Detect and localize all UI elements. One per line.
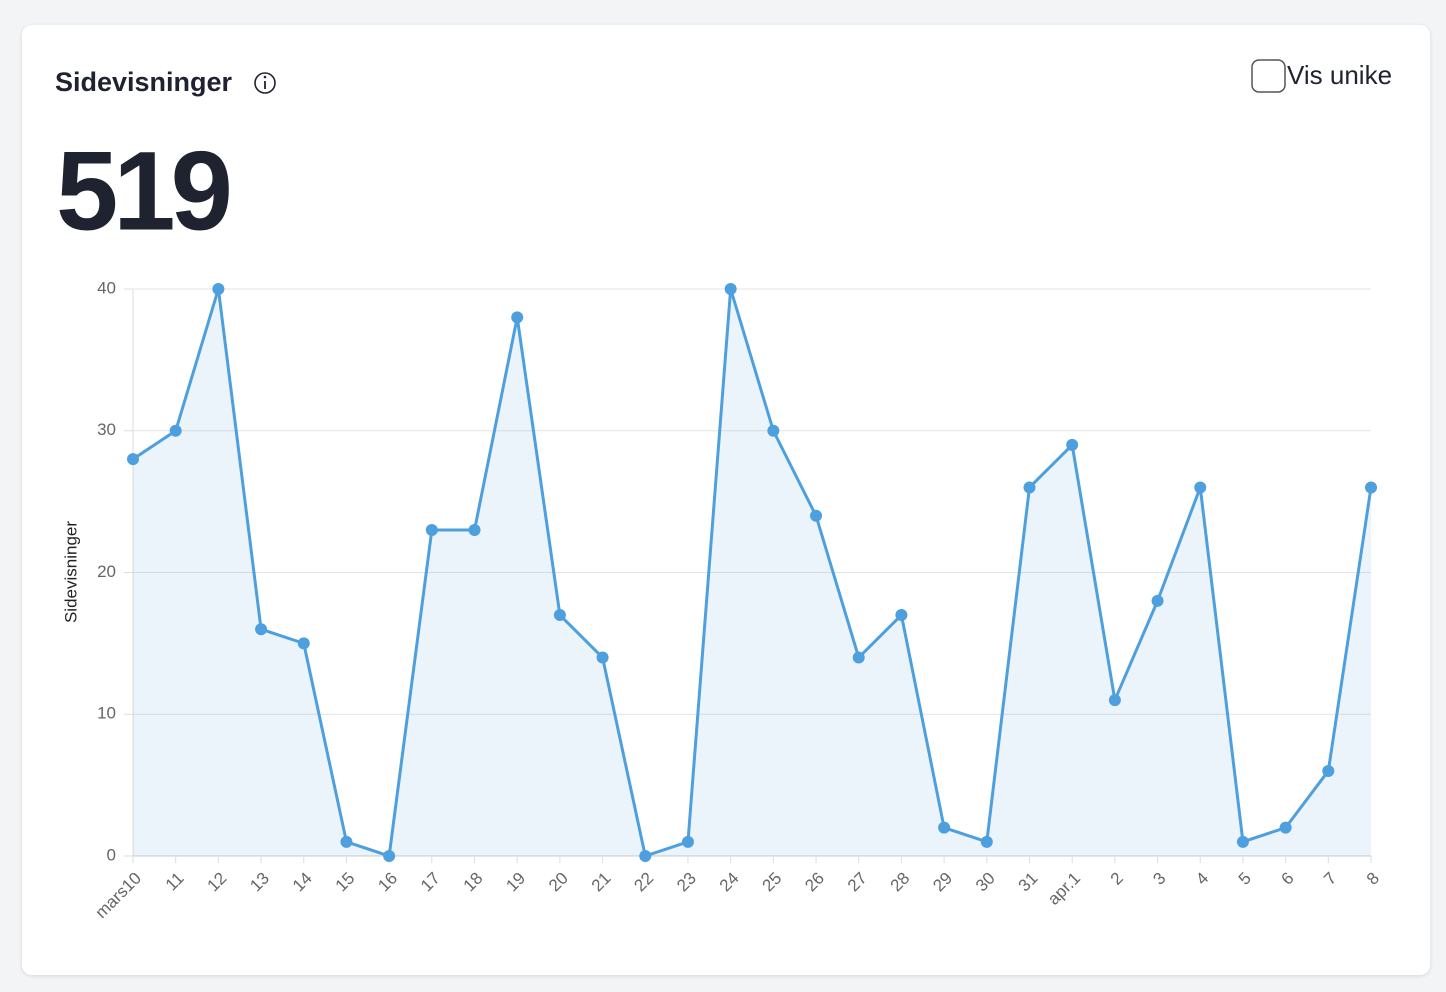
x-tick-label: 23 [673,869,700,896]
point [852,651,865,664]
point [724,283,737,295]
x-tick-label: 17 [417,869,444,896]
x-tick-label: 14 [289,869,316,896]
x-tick-label: 28 [887,869,914,896]
x-tick-label: 4 [1192,869,1212,889]
point [1322,764,1335,777]
point [553,609,566,622]
point [425,523,438,536]
x-tick-label: apr.1 [1044,869,1084,909]
info-icon[interactable] [254,72,276,94]
x-tick-label: 3 [1149,869,1169,889]
point [127,453,139,466]
point [255,623,268,636]
point [681,835,694,848]
point [938,821,951,834]
x-tick-label: 27 [844,869,871,896]
x-tick-label: 20 [545,869,572,896]
x-tick-label: 16 [374,869,401,896]
point [1236,835,1249,848]
x-tick-label: 26 [801,869,828,896]
y-tick-label: 20 [97,562,116,581]
x-tick-label: 19 [502,869,529,896]
area [133,289,1371,856]
point [1108,694,1121,707]
x-tick-label: 12 [204,869,231,896]
total: 519 [56,129,230,254]
x-tick-label: mars10 [91,869,145,923]
point [596,651,609,664]
x-tick-label: 6 [1277,869,1297,889]
point [639,850,652,862]
point [1066,438,1079,451]
x-tick-label: 11 [162,869,188,895]
point [468,523,481,536]
y-tick-label: 30 [97,420,116,439]
point [895,609,908,622]
toggle-label[interactable]: Vis unike [1287,60,1392,90]
y-tick-label: 0 [107,845,116,864]
x-tick-label: 15 [332,869,359,896]
point [1365,481,1377,494]
point [169,424,182,437]
x-tick-label: 25 [759,869,786,896]
title: Sidevisninger [55,67,233,97]
point [1194,481,1207,494]
point [1279,821,1292,834]
line [132,287,1373,858]
point [1023,481,1036,494]
x-tick-label: 21 [588,869,615,896]
x-tick-label: 18 [460,869,487,896]
point [1151,594,1164,607]
x-tick-label: 7 [1320,869,1340,889]
x-tick-label: 24 [716,869,743,896]
x-tick-label: 22 [630,869,657,896]
point [810,509,823,522]
checkbox[interactable] [1251,59,1286,93]
point [297,637,310,650]
x-tick-label: 8 [1363,869,1383,889]
point [383,850,396,862]
point [212,283,225,295]
y-axis-label: Sidevisninger [61,521,80,623]
point [980,835,993,848]
x-tick-label: 31 [1015,869,1042,896]
point [511,311,524,324]
x-tick-label: 30 [972,869,999,896]
x-tick-label: 29 [929,869,956,896]
y-tick-label: 40 [97,278,116,297]
y-tick-label: 10 [97,704,116,723]
x-tick-label: 13 [246,869,273,896]
point [340,835,353,848]
x-tick-label: 5 [1235,869,1255,889]
point [767,424,780,437]
x-tick-label: 2 [1107,869,1127,889]
